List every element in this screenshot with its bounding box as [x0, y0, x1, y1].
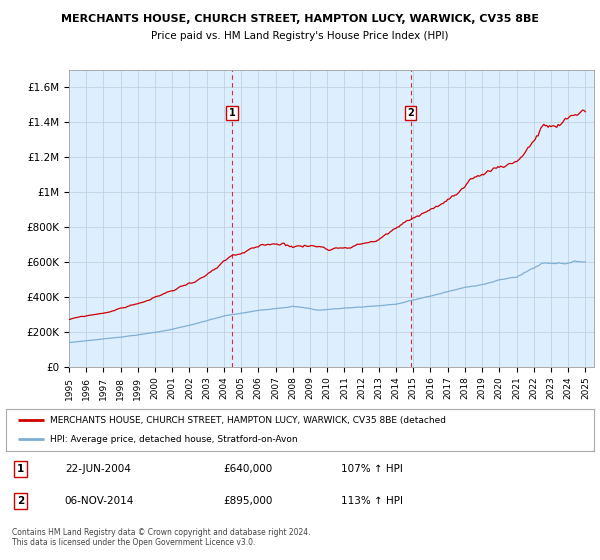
Text: 22-JUN-2004: 22-JUN-2004 — [65, 464, 131, 474]
Text: 2: 2 — [17, 496, 25, 506]
Text: 1: 1 — [229, 108, 235, 118]
Text: 1: 1 — [17, 464, 25, 474]
Text: 06-NOV-2014: 06-NOV-2014 — [65, 496, 134, 506]
Text: 113% ↑ HPI: 113% ↑ HPI — [341, 496, 403, 506]
Text: Contains HM Land Registry data © Crown copyright and database right 2024.
This d: Contains HM Land Registry data © Crown c… — [12, 528, 311, 547]
Text: Price paid vs. HM Land Registry's House Price Index (HPI): Price paid vs. HM Land Registry's House … — [151, 31, 449, 41]
Text: HPI: Average price, detached house, Stratford-on-Avon: HPI: Average price, detached house, Stra… — [50, 435, 298, 444]
Text: MERCHANTS HOUSE, CHURCH STREET, HAMPTON LUCY, WARWICK, CV35 8BE (detached: MERCHANTS HOUSE, CHURCH STREET, HAMPTON … — [50, 416, 446, 424]
Text: £640,000: £640,000 — [224, 464, 273, 474]
Text: MERCHANTS HOUSE, CHURCH STREET, HAMPTON LUCY, WARWICK, CV35 8BE: MERCHANTS HOUSE, CHURCH STREET, HAMPTON … — [61, 14, 539, 24]
Text: 107% ↑ HPI: 107% ↑ HPI — [341, 464, 403, 474]
Text: 2: 2 — [407, 108, 414, 118]
Text: £895,000: £895,000 — [224, 496, 273, 506]
